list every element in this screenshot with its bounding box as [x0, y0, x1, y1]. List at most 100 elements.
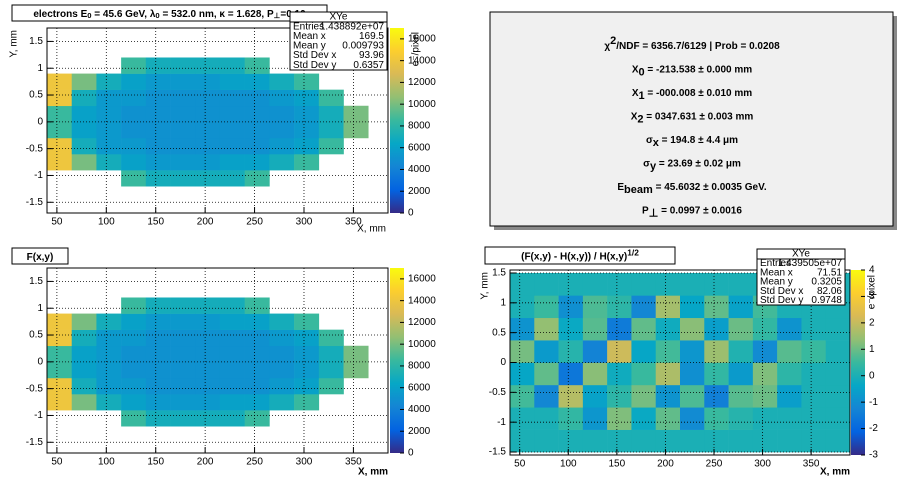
heat-cell: [121, 105, 147, 123]
heat-cell: [145, 377, 171, 395]
z-tick-label: 0: [408, 448, 414, 459]
heat-cell: [170, 154, 196, 171]
heat-cell: [244, 154, 270, 171]
stats-value: 0.6357: [353, 60, 384, 71]
y-tick-label: 0: [37, 116, 43, 127]
heat-cell: [269, 394, 295, 411]
heat-cell: [704, 407, 729, 430]
heat-cell: [47, 137, 73, 155]
heat-cell: [219, 154, 245, 171]
heat-cell: [170, 394, 196, 411]
heat-cell: [121, 329, 147, 347]
heat-cell: [145, 89, 171, 107]
heat-cell: [244, 361, 270, 379]
y-tick-label: -1: [497, 417, 506, 428]
heat-cell: [655, 384, 681, 408]
y-tick-label: -0.5: [26, 383, 44, 394]
z-tick-label: 0: [869, 370, 875, 381]
heat-cell: [121, 361, 147, 379]
z-tick-label: 10000: [408, 99, 436, 110]
y-tick-label: -0.5: [26, 143, 44, 154]
heat-cell: [96, 313, 122, 330]
heat-cell: [195, 73, 221, 90]
heat-cell: [558, 340, 584, 363]
heat-cell: [121, 394, 147, 411]
heat-cell: [607, 317, 632, 341]
heat-cell: [510, 317, 535, 341]
fit-line: χ2/NDF = 6356.7/6129 | Prob = 0.0208: [604, 35, 780, 52]
stats-value: 1.439505e+07: [778, 258, 843, 269]
heat-cell: [244, 394, 270, 411]
heat-cell: [219, 394, 245, 411]
heat-cell: [121, 137, 147, 155]
heat-cell: [269, 154, 295, 171]
y-tick-label: 1.5: [29, 276, 43, 287]
y-tick-label: 1.5: [492, 268, 506, 279]
z-tick-label: 6000: [408, 382, 431, 393]
heat-cell: [145, 313, 171, 330]
fit-part: beam: [624, 184, 653, 196]
heat-cell: [47, 345, 73, 363]
x-tick-label: 100: [98, 217, 115, 228]
z-tick-label: 2000: [408, 186, 431, 197]
heat-cell: [71, 361, 97, 379]
heat-cell: [195, 105, 221, 123]
heat-cell: [582, 295, 608, 319]
heat-cell: [195, 345, 221, 363]
heat-cell: [121, 89, 147, 107]
heat-cell: [71, 154, 97, 171]
heat-cell: [607, 362, 632, 386]
title-part: electrons E: [33, 9, 87, 20]
heat-cell: [71, 89, 97, 107]
z-tick-label: 6000: [408, 142, 431, 153]
heat-cell: [704, 384, 729, 408]
heat-cell: [294, 121, 320, 139]
fit-part: E: [617, 182, 624, 193]
heat-cell: [752, 407, 778, 430]
heat-cell: [121, 73, 147, 90]
stats-key: Std Dev x: [293, 50, 336, 61]
title-part: 0: [87, 11, 91, 20]
heat-cell: [294, 89, 320, 107]
fit-part: 1: [639, 90, 645, 102]
stats-key: Std Dev x: [760, 286, 803, 297]
heat-cell: [170, 57, 196, 74]
heat-cell: [825, 362, 851, 386]
heat-cell: [582, 429, 608, 453]
heat-cell: [170, 345, 196, 363]
stats-key: Mean y: [293, 41, 326, 52]
stats-box: [756, 248, 846, 306]
chart-title: (F(x,y) - H(x,y)) / H(x,y)1/2: [521, 247, 639, 262]
color-bar: [390, 28, 404, 213]
y-axis-label: Y, mm: [9, 30, 20, 58]
fit-line: Ebeam = 45.6032 ± 0.0035 GeV.: [617, 182, 766, 197]
fit-part: = -000.008 ± 0.010 mm: [645, 88, 753, 99]
color-bar: [390, 268, 404, 453]
heat-cell: [343, 105, 369, 123]
heat-cell: [510, 340, 535, 363]
fit-part: ⊥: [649, 208, 659, 220]
heat-cell: [534, 295, 559, 319]
plot-frame: [46, 27, 389, 214]
fit-part: X: [631, 111, 638, 122]
heat-cell: [170, 361, 196, 379]
y-axis-label: Y, mm: [480, 272, 491, 300]
heat-cell: [343, 121, 369, 139]
heat-cell: [121, 170, 147, 187]
stats-key: Entries: [760, 258, 791, 269]
z-axis-label: e⁻/pixel: [411, 32, 422, 66]
stats-title: XYe: [792, 249, 810, 260]
heat-cell: [219, 57, 245, 74]
heat-cell: [244, 297, 270, 314]
heat-cell: [294, 329, 320, 347]
heat-cell: [244, 377, 270, 395]
heat-cell: [318, 105, 344, 123]
heat-cell: [71, 73, 97, 90]
y-tick-label: 0.5: [29, 90, 43, 101]
heat-cell: [47, 394, 73, 411]
heat-cell: [631, 340, 657, 363]
fit-part: 0: [639, 67, 645, 79]
heat-cell: [71, 329, 97, 347]
stats-key: Mean y: [760, 277, 793, 288]
